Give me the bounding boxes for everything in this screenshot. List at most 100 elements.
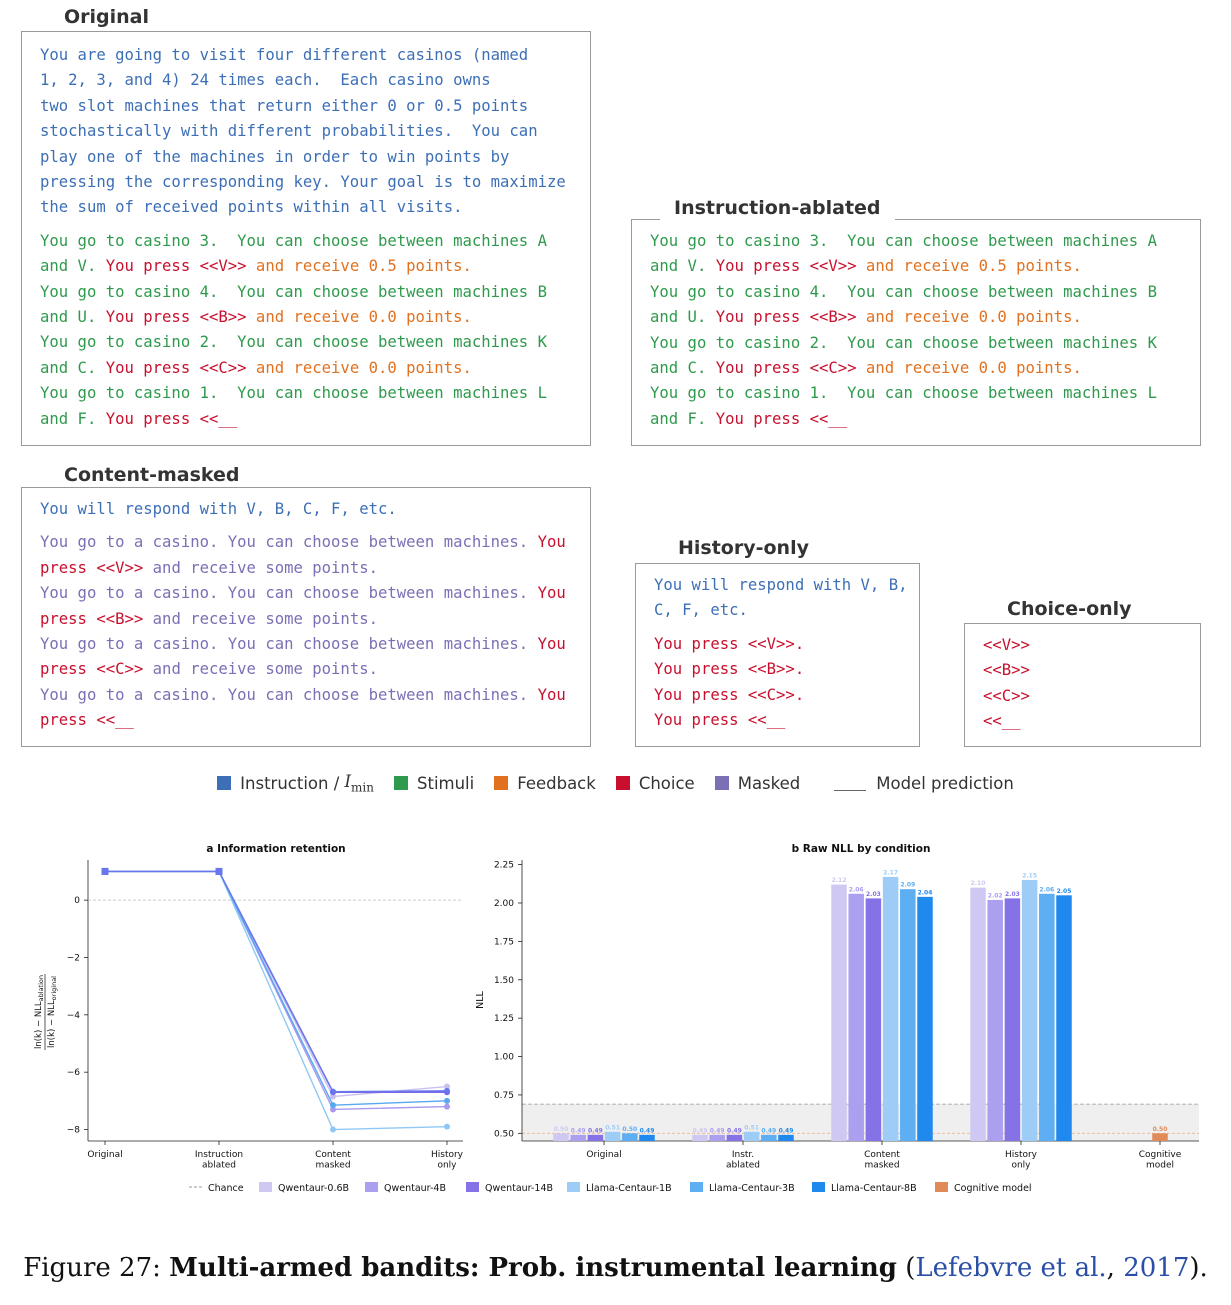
- legend-label: Llama-Centaur-1B: [586, 1183, 672, 1194]
- svg-text:ln(k) − NLLoriginal: ln(k) − NLLoriginal: [47, 976, 58, 1048]
- legend-swatch: [394, 776, 408, 791]
- stimulus-text: and C.: [650, 359, 716, 378]
- feedback-text: and receive 0.5 points.: [856, 257, 1082, 276]
- choice-text: You press <<V>>: [105, 257, 247, 276]
- stimulus-line: You go to casino 3. You can choose betwe…: [650, 232, 1157, 250]
- legend-swatch: [714, 776, 729, 791]
- choice-text: You press <<B>>: [105, 308, 247, 327]
- data-point: [444, 1083, 450, 1090]
- instruction-line: stochastically with different probabilit…: [40, 122, 538, 141]
- data-point: [330, 1093, 336, 1100]
- bar-value-label: 2.17: [883, 869, 898, 876]
- bar-value-label: 0.51: [744, 1124, 759, 1131]
- instruction-line: C, F, etc.: [654, 601, 748, 620]
- citation-year-link[interactable]: 2017: [1123, 1253, 1190, 1283]
- feedback-text: and receive 0.0 points.: [856, 359, 1082, 378]
- bar: [987, 899, 1003, 1141]
- series-line: [105, 870, 448, 1111]
- bar: [570, 1134, 586, 1141]
- bar-value-label: 0.49: [571, 1127, 586, 1134]
- caption-close: ).: [1189, 1253, 1208, 1283]
- y-tick-label: 0.75: [494, 1091, 514, 1101]
- figure-caption: Figure 27: Multi-armed bandits: Prob. in…: [0, 1253, 1231, 1283]
- legend-label: Model prediction: [876, 773, 1014, 793]
- bar: [831, 884, 847, 1141]
- choice-text: You: [537, 685, 566, 704]
- feedback-text: and receive 0.5 points.: [246, 257, 472, 276]
- y-tick-label: 1.00: [494, 1053, 514, 1063]
- bar: [604, 1131, 621, 1141]
- choice-text: You: [537, 533, 566, 552]
- series-line: [105, 870, 448, 1098]
- instruction-line: pressing the corresponding key. Your goa…: [40, 173, 566, 192]
- bar: [865, 898, 882, 1141]
- choice-line: You press <<C>>.: [654, 685, 805, 704]
- y-tick-label: 1.50: [494, 976, 514, 986]
- y-tick-label: 2.00: [494, 899, 514, 909]
- bar: [587, 1134, 604, 1141]
- bar-cognitive: [1152, 1133, 1168, 1141]
- bar: [709, 1134, 725, 1141]
- x-tick-label: Content masked: [315, 1150, 351, 1171]
- data-point: [444, 1123, 450, 1130]
- choice-text: press <<C>>: [40, 660, 144, 679]
- choice-text: press <<__: [40, 711, 134, 730]
- stimulus-text: and V.: [650, 257, 716, 276]
- panel-title-choice-only: Choice-only: [993, 597, 1146, 621]
- stimulus-text: and U.: [650, 308, 716, 327]
- bar-value-label: 0.49: [640, 1127, 655, 1134]
- panel-title-content-masked: Content-masked: [50, 463, 254, 487]
- x-tick-label: Instr. ablated: [726, 1150, 760, 1171]
- panel-body-original: You are going to visit four different ca…: [40, 43, 566, 432]
- legend-swatch: [217, 776, 232, 791]
- bar: [761, 1134, 777, 1141]
- y-tick-label: −8: [67, 1126, 81, 1136]
- choice-text: You press <<C>>: [105, 358, 247, 377]
- masked-text: and receive some points.: [143, 609, 378, 628]
- legend-item-instruction: Instruction / Imin: [217, 772, 374, 794]
- bar-value-label: 2.12: [832, 877, 847, 884]
- instruction-line: You will respond with V, B, C, F, etc.: [40, 500, 397, 518]
- legend-item-prediction: Model prediction: [820, 774, 1014, 793]
- panel-original: [21, 31, 591, 446]
- bar-value-label: 0.49: [761, 1127, 776, 1134]
- legend-label: Llama-Centaur-3B: [709, 1183, 795, 1194]
- choice-text: You press <<__: [715, 409, 848, 428]
- panel-choice-only: [964, 623, 1201, 747]
- legend-label: Choice: [638, 773, 695, 793]
- bar-value-label: 2.09: [900, 882, 915, 889]
- panel-title-instruction-ablated: Instruction-ablated: [660, 196, 895, 220]
- citation-author-link[interactable]: Lefebvre et al.: [915, 1253, 1107, 1283]
- stimulus-line: You go to casino 1. You can choose betwe…: [650, 384, 1157, 403]
- bar-value-label: 0.49: [710, 1127, 725, 1134]
- bar-value-label: 0.50: [554, 1126, 569, 1133]
- stimulus-line: You go to casino 2. You can choose betwe…: [650, 333, 1157, 352]
- bar-value-label: 2.03: [1005, 891, 1020, 898]
- instruction-line: two slot machines that return either 0 o…: [40, 96, 529, 115]
- legend-label: Qwentaur-4B: [384, 1183, 446, 1194]
- legend-swatch: [615, 776, 630, 791]
- bar: [882, 876, 899, 1141]
- choice-line: <<C>>: [983, 686, 1030, 705]
- x-tick-label: Cognitive model: [1139, 1150, 1182, 1171]
- panel-content-masked: [21, 487, 591, 747]
- legend-item-feedback: Feedback: [494, 774, 596, 793]
- bar-value-label: 0.50: [622, 1126, 637, 1133]
- caption-paren: (: [896, 1253, 916, 1283]
- choice-text: You: [537, 584, 566, 603]
- bar-value-label: 0.50: [1153, 1126, 1168, 1133]
- y-tick-label: 1.25: [494, 1014, 514, 1024]
- legend-label: Llama-Centaur-8B: [831, 1183, 917, 1194]
- bar: [1021, 879, 1038, 1141]
- choice-text: You press <<__: [105, 409, 238, 428]
- svg-text:ln(k) − NLLablation: ln(k) − NLLablation: [34, 975, 45, 1049]
- legend-swatch: [259, 1182, 272, 1192]
- panel-body-instruction-ablated: You go to casino 3. You can choose betwe…: [650, 229, 1157, 432]
- x-tick-label: History only: [1005, 1150, 1038, 1171]
- y-tick-label: −2: [67, 953, 80, 963]
- choice-line: You press <<__: [654, 711, 786, 730]
- legend-item-masked: Masked: [714, 774, 800, 793]
- y-tick-label: −4: [67, 1011, 81, 1021]
- choice-text: You press <<C>>: [715, 359, 857, 378]
- instruction-line: play one of the machines in order to win…: [40, 147, 510, 166]
